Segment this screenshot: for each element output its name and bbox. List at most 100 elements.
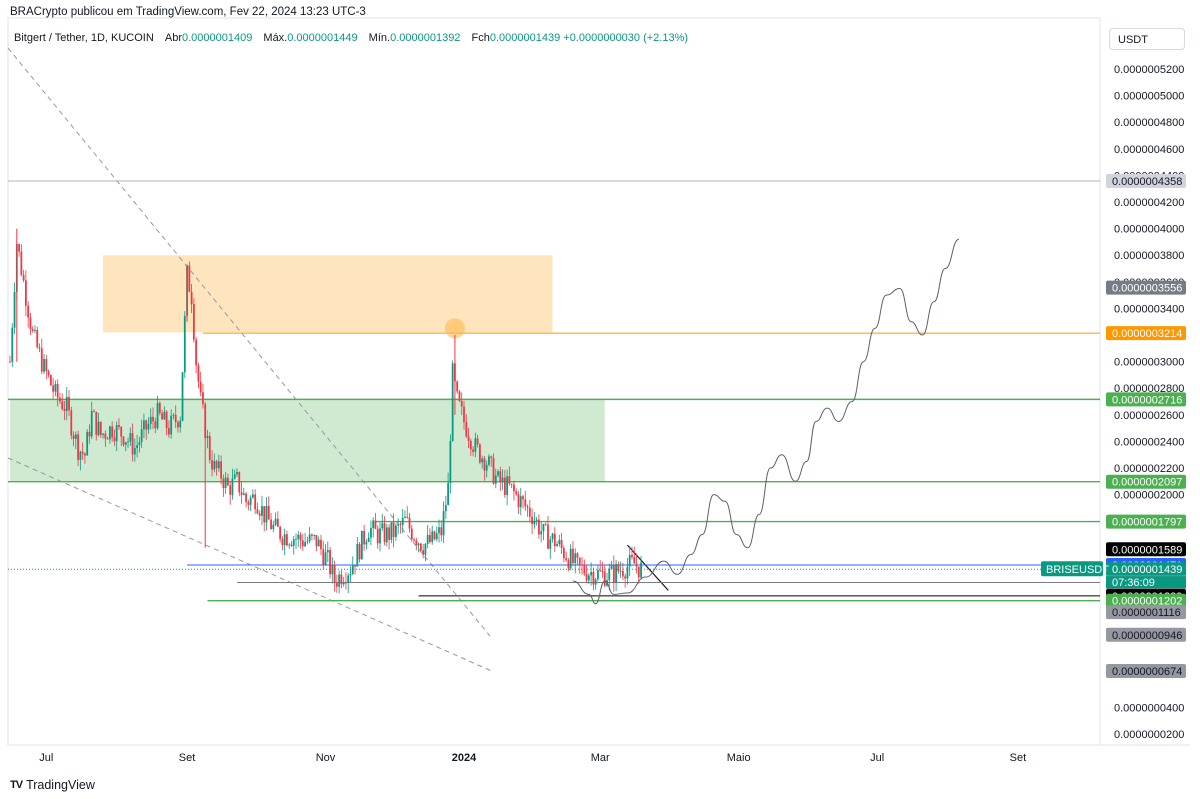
candle-body (127, 441, 129, 443)
candle-body (299, 534, 302, 541)
candle-body (38, 347, 41, 349)
time-axis: Jul Set Nov 2024 Mar Maio Jul Set (39, 752, 1026, 764)
candle-body (274, 518, 277, 525)
candle-body (526, 506, 529, 508)
candle-body (476, 438, 479, 445)
candle-body (288, 544, 291, 546)
candle-body (467, 436, 470, 441)
candle-body (551, 533, 554, 540)
candle-body (136, 445, 139, 449)
candle-body (220, 461, 223, 479)
candle-body (413, 539, 415, 541)
candle-body (31, 329, 34, 331)
candle-body (331, 564, 334, 575)
candle-body (385, 527, 388, 543)
candle-body (590, 571, 593, 576)
candle-body (295, 538, 297, 540)
zone-1 (10, 399, 605, 482)
candle-body (36, 330, 39, 348)
candle-body (40, 348, 43, 372)
candle-body (249, 497, 252, 505)
legend-open-value: 0.0000001409 (181, 32, 253, 44)
candle-body (181, 372, 184, 421)
zones-layer (10, 255, 605, 482)
candle-body (335, 583, 338, 587)
candle-body (483, 458, 486, 471)
candle-body (236, 472, 238, 475)
candle-body (283, 534, 286, 546)
candle-body (485, 464, 488, 471)
candle-body (342, 582, 345, 585)
candle-body (229, 485, 232, 495)
footer-branding: TV TradingView (10, 778, 95, 792)
candle-body (444, 505, 447, 512)
candle-body (63, 409, 66, 411)
candle-body (370, 527, 372, 538)
candle-body (351, 565, 354, 574)
candle-body (388, 527, 390, 540)
candle-body (84, 453, 86, 456)
price-tick-label: 0.0000002400 (1114, 436, 1184, 448)
symbol-tag-bg (1041, 561, 1103, 577)
candle-body (478, 444, 481, 463)
candle-body (24, 280, 27, 306)
legend-symbol: Bitgert / Tether, 1D, KUCOIN (14, 32, 154, 44)
peak-marker (444, 318, 465, 339)
candle-body (558, 540, 561, 545)
candle-body (104, 433, 107, 439)
candle-body (374, 520, 377, 529)
candle-body (447, 483, 450, 506)
candle-body (161, 413, 163, 420)
candle-body (451, 363, 454, 442)
candle-body (515, 491, 518, 495)
candle-body (183, 315, 186, 373)
legend-open-label: Abr (164, 32, 182, 44)
price-tag-label: 0.0000000946 (1112, 630, 1182, 642)
candle-body (102, 433, 104, 435)
candle-body (245, 493, 247, 503)
candle-body (583, 565, 586, 574)
candle-body (118, 425, 120, 427)
price-tag-label: 0.0000000674 (1112, 666, 1182, 678)
candle-body (34, 330, 36, 331)
candle-body (549, 539, 552, 549)
candle-body (333, 564, 336, 584)
candle-body (506, 476, 509, 495)
candle-body (324, 552, 327, 565)
candle-body (633, 557, 636, 564)
candle-body (43, 359, 45, 372)
currency-selector[interactable]: USDT (1109, 28, 1185, 50)
candle-body (329, 549, 331, 575)
candle-body (122, 436, 125, 445)
candle-body (263, 506, 266, 523)
price-tag-bg (1106, 326, 1186, 341)
legend-high-label: Máx. (263, 32, 288, 44)
projection-path (572, 238, 960, 605)
candle-body (442, 511, 445, 536)
candle-body (74, 434, 77, 439)
candle-body (510, 483, 513, 485)
price-tag-bg (1106, 392, 1186, 407)
price-tag-bg (1106, 562, 1186, 577)
candle-body (217, 461, 220, 469)
candle-body (499, 471, 502, 483)
candle-body (133, 448, 136, 455)
candle-body (88, 431, 91, 437)
candle-body (174, 414, 177, 423)
candle-body (97, 421, 100, 435)
candle-body (347, 575, 350, 583)
price-tick-label: 0.0000005000 (1114, 91, 1184, 103)
candle-body (508, 476, 511, 484)
candle-body (215, 461, 218, 469)
candle-body (177, 422, 179, 428)
candle-body (472, 449, 474, 452)
price-tick-label: 0.0000004000 (1114, 224, 1184, 236)
candle-body (401, 517, 404, 526)
candle-body (27, 305, 30, 318)
candle-body (587, 575, 590, 581)
price-tag-label: 0.0000001439 (1112, 564, 1182, 576)
candle-body (572, 548, 574, 564)
candle-body (360, 530, 363, 560)
candle-body (140, 429, 143, 443)
